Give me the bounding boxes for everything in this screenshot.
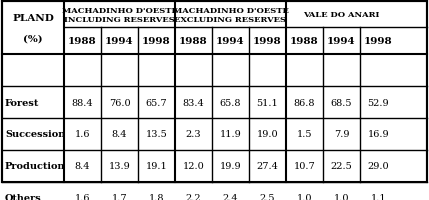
- Text: 86.8: 86.8: [294, 98, 315, 107]
- Text: 1988: 1988: [290, 37, 319, 46]
- Text: 51.1: 51.1: [257, 98, 278, 107]
- Text: 52.9: 52.9: [368, 98, 389, 107]
- Text: 10.7: 10.7: [293, 162, 315, 171]
- Text: 1998: 1998: [364, 37, 393, 46]
- Text: 1994: 1994: [327, 37, 356, 46]
- Text: 1988: 1988: [179, 37, 208, 46]
- Text: 27.4: 27.4: [257, 162, 278, 171]
- Text: 1.6: 1.6: [75, 130, 90, 139]
- Text: 11.9: 11.9: [220, 130, 242, 139]
- Text: 88.4: 88.4: [72, 98, 94, 107]
- Text: 8.4: 8.4: [112, 130, 127, 139]
- Text: 13.9: 13.9: [109, 162, 130, 171]
- Text: 1.0: 1.0: [334, 193, 349, 200]
- Text: 19.0: 19.0: [257, 130, 278, 139]
- Text: 2.4: 2.4: [223, 193, 239, 200]
- Text: 1.5: 1.5: [297, 130, 312, 139]
- Text: PLAND

(%): PLAND (%): [12, 14, 54, 43]
- Text: 12.0: 12.0: [183, 162, 204, 171]
- Text: MACHADINHO D'OESTE
INCLUDING RESERVES: MACHADINHO D'OESTE INCLUDING RESERVES: [62, 7, 178, 24]
- Text: 65.7: 65.7: [146, 98, 167, 107]
- Text: 1998: 1998: [142, 37, 171, 46]
- Text: 83.4: 83.4: [183, 98, 204, 107]
- Text: 16.9: 16.9: [368, 130, 389, 139]
- Text: 13.5: 13.5: [145, 130, 167, 139]
- Text: 1998: 1998: [253, 37, 282, 46]
- Text: 2.5: 2.5: [260, 193, 275, 200]
- Text: 1994: 1994: [216, 37, 245, 46]
- Text: Forest: Forest: [5, 98, 39, 107]
- Text: 19.1: 19.1: [145, 162, 167, 171]
- Text: 1994: 1994: [105, 37, 134, 46]
- Text: 76.0: 76.0: [109, 98, 130, 107]
- Text: 68.5: 68.5: [331, 98, 352, 107]
- Text: 1988: 1988: [68, 37, 97, 46]
- Text: 1.8: 1.8: [149, 193, 164, 200]
- Text: 1.1: 1.1: [371, 193, 386, 200]
- Text: 1.7: 1.7: [112, 193, 127, 200]
- Text: 1.0: 1.0: [297, 193, 312, 200]
- Text: 2.2: 2.2: [186, 193, 201, 200]
- Text: Others: Others: [5, 193, 42, 200]
- Text: 19.9: 19.9: [220, 162, 241, 171]
- Text: VALE DO ANARI: VALE DO ANARI: [303, 11, 380, 19]
- Text: 8.4: 8.4: [75, 162, 90, 171]
- Text: 1.6: 1.6: [75, 193, 90, 200]
- Text: MACHADINHO D'OESTE
EXCLUDING RESERVES: MACHADINHO D'OESTE EXCLUDING RESERVES: [172, 7, 288, 24]
- Text: 22.5: 22.5: [331, 162, 352, 171]
- Text: 2.3: 2.3: [186, 130, 201, 139]
- Text: 65.8: 65.8: [220, 98, 241, 107]
- Text: Succession: Succession: [5, 130, 65, 139]
- Text: 7.9: 7.9: [334, 130, 349, 139]
- Text: 29.0: 29.0: [368, 162, 389, 171]
- Text: Production: Production: [5, 162, 66, 171]
